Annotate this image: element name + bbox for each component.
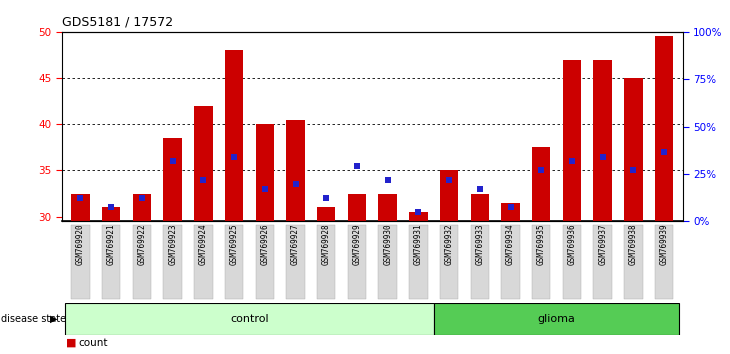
FancyBboxPatch shape [133,224,151,299]
Text: GSM769933: GSM769933 [475,224,484,265]
Bar [164,138,182,221]
Bar [72,194,90,221]
Bar [563,59,581,221]
Text: GSM769937: GSM769937 [598,224,607,265]
Text: control: control [230,314,269,324]
Text: GDS5181 / 17572: GDS5181 / 17572 [62,16,173,29]
Text: glioma: glioma [538,314,575,324]
Bar [347,194,366,221]
FancyBboxPatch shape [440,224,458,299]
FancyBboxPatch shape [502,224,520,299]
FancyBboxPatch shape [194,224,212,299]
Text: GSM769923: GSM769923 [168,224,177,265]
Text: GSM769925: GSM769925 [229,224,239,265]
Bar [317,207,336,221]
Bar [378,194,397,221]
Bar [502,203,520,221]
Text: GSM769924: GSM769924 [199,224,208,265]
FancyBboxPatch shape [72,224,90,299]
Text: disease state: disease state [1,314,66,324]
Text: GSM769939: GSM769939 [660,224,669,265]
Text: GSM769928: GSM769928 [322,224,331,265]
Text: GSM769932: GSM769932 [445,224,453,265]
Bar [624,78,642,221]
FancyBboxPatch shape [347,224,366,299]
FancyBboxPatch shape [65,303,434,335]
Text: GSM769926: GSM769926 [261,224,269,265]
Bar [655,36,673,221]
FancyBboxPatch shape [655,224,673,299]
Bar [286,120,304,221]
Text: GSM769931: GSM769931 [414,224,423,265]
Text: GSM769922: GSM769922 [137,224,147,265]
Text: GSM769921: GSM769921 [107,224,115,265]
FancyBboxPatch shape [624,224,642,299]
Bar [409,212,428,221]
FancyBboxPatch shape [434,303,680,335]
Text: GSM769920: GSM769920 [76,224,85,265]
Text: GSM769935: GSM769935 [537,224,546,265]
Text: ▶: ▶ [50,314,57,324]
Text: GSM769930: GSM769930 [383,224,392,265]
FancyBboxPatch shape [225,224,243,299]
Bar [471,194,489,221]
FancyBboxPatch shape [409,224,428,299]
Text: GSM769938: GSM769938 [629,224,638,265]
FancyBboxPatch shape [255,224,274,299]
Bar [593,59,612,221]
Bar [532,147,550,221]
FancyBboxPatch shape [286,224,304,299]
Text: ■: ■ [66,338,76,348]
Bar [194,106,212,221]
Text: GSM769936: GSM769936 [567,224,577,265]
Text: GSM769934: GSM769934 [506,224,515,265]
Text: count: count [78,338,107,348]
Text: GSM769927: GSM769927 [291,224,300,265]
Bar [440,170,458,221]
Text: GSM769929: GSM769929 [353,224,361,265]
Bar [225,50,243,221]
FancyBboxPatch shape [593,224,612,299]
FancyBboxPatch shape [471,224,489,299]
FancyBboxPatch shape [102,224,120,299]
Bar [102,207,120,221]
FancyBboxPatch shape [532,224,550,299]
Bar [255,124,274,221]
FancyBboxPatch shape [317,224,336,299]
FancyBboxPatch shape [563,224,581,299]
FancyBboxPatch shape [164,224,182,299]
FancyBboxPatch shape [378,224,397,299]
Bar [133,194,151,221]
